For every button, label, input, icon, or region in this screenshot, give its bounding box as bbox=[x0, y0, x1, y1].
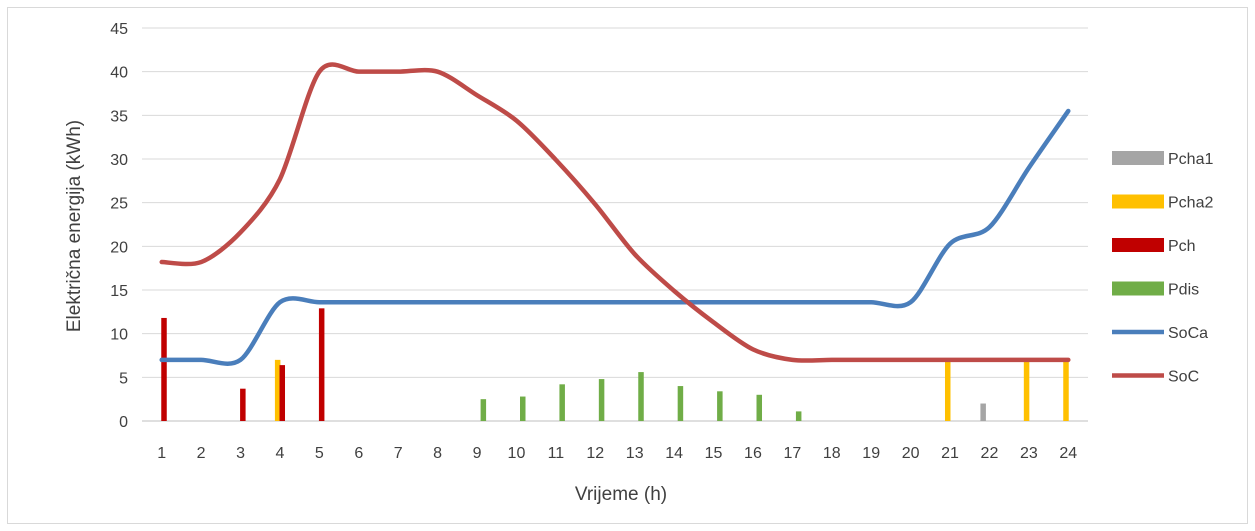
y-tick-label: 30 bbox=[110, 152, 128, 169]
x-tick-label: 8 bbox=[433, 445, 442, 462]
legend-item: SoCa bbox=[1112, 325, 1208, 342]
x-tick-label: 2 bbox=[197, 445, 206, 462]
legend-swatch bbox=[1112, 281, 1164, 296]
x-tick-label: 15 bbox=[705, 445, 723, 462]
gridlines bbox=[142, 27, 1088, 422]
bar-Pdis bbox=[480, 399, 487, 421]
legend-swatch bbox=[1112, 238, 1164, 252]
bar-Pdis bbox=[795, 411, 802, 421]
legend-label: SoCa bbox=[1168, 325, 1208, 342]
y-tick-label: 35 bbox=[110, 108, 128, 125]
chart-border bbox=[7, 7, 1248, 524]
bar-Pdis bbox=[677, 386, 684, 421]
x-tick-label: 18 bbox=[823, 445, 841, 462]
y-tick-label: 15 bbox=[110, 283, 128, 300]
x-tick-label: 24 bbox=[1059, 445, 1077, 462]
y-tick-label: 5 bbox=[119, 370, 128, 387]
bar-Pdis bbox=[598, 379, 605, 421]
y-tick-label: 0 bbox=[119, 414, 128, 431]
bar-Pdis bbox=[756, 394, 763, 421]
y-tick-label: 45 bbox=[110, 21, 128, 38]
legend-swatch bbox=[1112, 151, 1164, 165]
legend-item: Pcha1 bbox=[1112, 151, 1213, 168]
bar-Pch bbox=[161, 317, 167, 421]
legend-label: Pdis bbox=[1168, 282, 1199, 299]
bar-Pcha2 bbox=[1023, 359, 1030, 421]
bar-Pch bbox=[279, 365, 286, 421]
x-tick-label: 11 bbox=[548, 445, 565, 462]
line-SoC bbox=[159, 62, 1071, 363]
x-tick-label: 20 bbox=[902, 445, 920, 462]
line-SoCa bbox=[159, 108, 1071, 366]
bar-Pcha2 bbox=[944, 359, 951, 421]
x-tick-label: 6 bbox=[354, 445, 363, 462]
x-tick-label: 1 bbox=[157, 445, 166, 462]
x-tick-label: 4 bbox=[276, 445, 285, 462]
legend-item: SoC bbox=[1112, 369, 1199, 386]
line-series bbox=[159, 62, 1071, 366]
x-tick-label: 16 bbox=[744, 445, 762, 462]
bar-Pdis bbox=[520, 396, 526, 421]
x-tick-label: 7 bbox=[394, 445, 403, 462]
legend-label: SoC bbox=[1168, 369, 1199, 386]
x-tick-label: 22 bbox=[981, 445, 999, 462]
x-tick-label: 9 bbox=[473, 445, 482, 462]
bar-Pdis bbox=[559, 384, 565, 421]
legend-label: Pcha1 bbox=[1168, 151, 1213, 168]
x-tick-label: 10 bbox=[508, 445, 526, 462]
x-tick-label: 19 bbox=[862, 445, 880, 462]
x-tick-label: 17 bbox=[783, 445, 801, 462]
x-tick-label: 12 bbox=[586, 445, 604, 462]
y-tick-label: 20 bbox=[110, 239, 128, 256]
legend: Pcha1 Pcha2 Pch Pdis SoCa SoC bbox=[1112, 151, 1213, 386]
x-axis-label: Vrijeme (h) bbox=[575, 484, 667, 505]
y-tick-label: 40 bbox=[110, 65, 128, 82]
bar-Pcha2 bbox=[274, 359, 281, 421]
y-axis-ticks: 0 5 10 15 20 25 30 35 40 45 bbox=[110, 21, 128, 431]
x-tick-label: 13 bbox=[626, 445, 644, 462]
x-tick-label: 3 bbox=[236, 445, 245, 462]
bar-Pdis bbox=[638, 372, 644, 421]
bar-Pcha2 bbox=[1063, 359, 1069, 421]
bar-Pdis bbox=[717, 391, 723, 421]
y-tick-label: 10 bbox=[110, 327, 128, 344]
legend-swatch bbox=[1112, 194, 1164, 209]
bar-series bbox=[161, 308, 1069, 421]
bar-Pcha1 bbox=[980, 403, 986, 421]
x-tick-label: 14 bbox=[665, 445, 683, 462]
bar-Pch bbox=[240, 388, 246, 421]
x-tick-label: 21 bbox=[941, 445, 959, 462]
x-axis-ticks: 1 2 3 4 5 6 7 8 9 10 11 12 13 14 15 16 17 18 19 20 21 22 23 24 bbox=[157, 445, 1077, 462]
y-tick-label: 25 bbox=[110, 196, 128, 213]
x-tick-label: 5 bbox=[315, 445, 324, 462]
legend-item: Pdis bbox=[1112, 281, 1199, 299]
legend-label: Pcha2 bbox=[1168, 195, 1213, 212]
legend-item: Pcha2 bbox=[1112, 194, 1213, 212]
legend-item: Pch bbox=[1112, 238, 1196, 255]
y-axis-label: Električna energija (kWh) bbox=[64, 120, 85, 332]
x-tick-label: 23 bbox=[1020, 445, 1038, 462]
legend-label: Pch bbox=[1168, 238, 1196, 255]
bar-Pch bbox=[318, 308, 325, 421]
